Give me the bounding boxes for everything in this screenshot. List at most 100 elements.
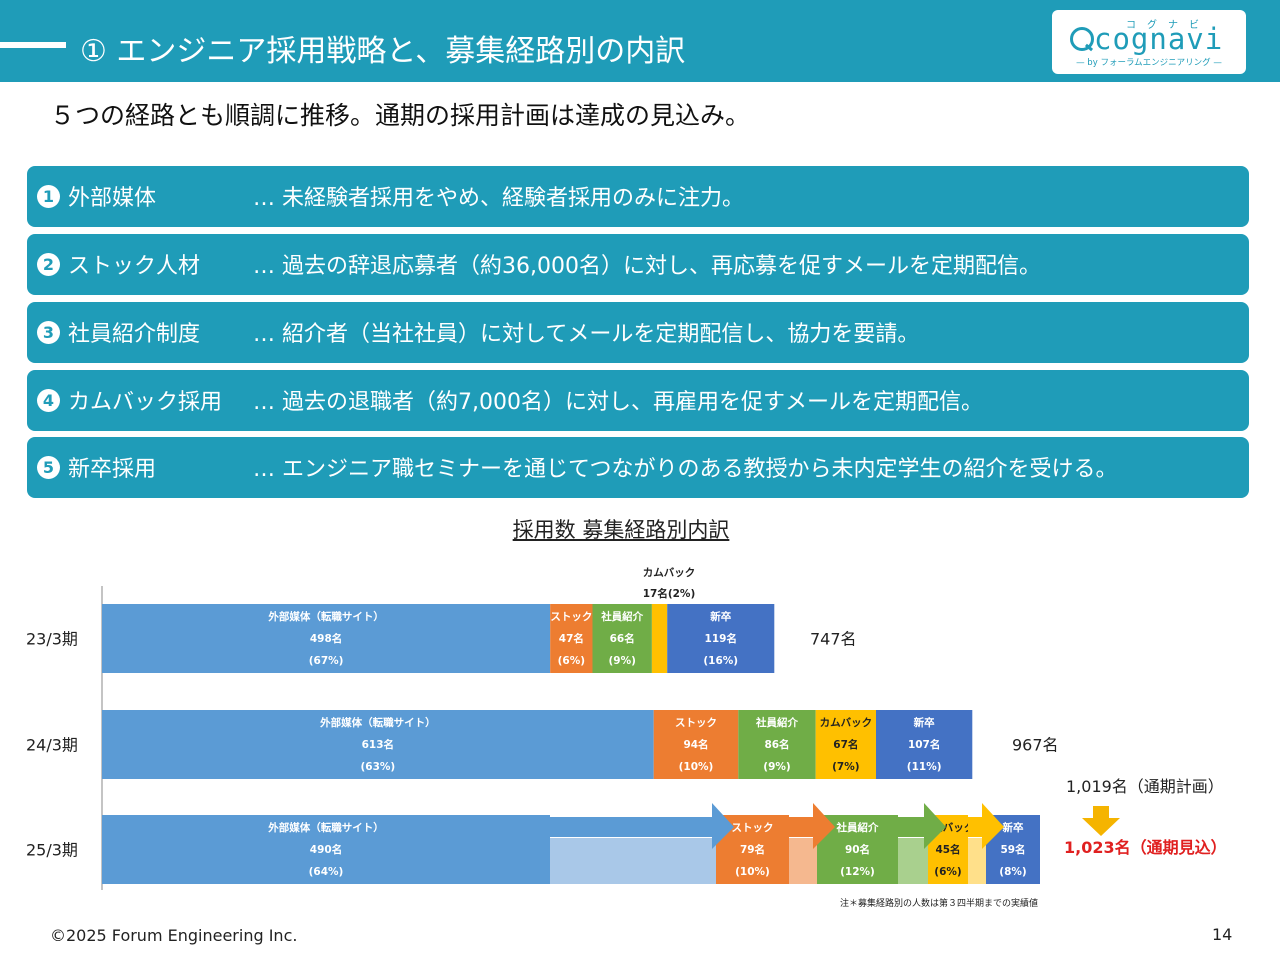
segment-percent: (63%) (360, 761, 395, 773)
segment-label: 社員紹介 (836, 821, 879, 834)
segment-value: 94名 (683, 738, 708, 751)
logo-kana: コグナビ (1126, 20, 1210, 31)
down-arrow-icon (1082, 806, 1120, 836)
bar-社員紹介 (738, 710, 816, 779)
strategy-row-employee-referral: 3 社員紹介制度 … 紹介者（当社社員）に対してメールを定期配信し、協力を要請。 (27, 302, 1249, 363)
category-label: 24/3期 (26, 736, 78, 755)
segment-percent: (12%) (840, 866, 875, 878)
strategy-row-external-media: 1 外部媒体 … 未経験者採用をやめ、経験者採用のみに注力。 (27, 166, 1249, 227)
chart-footnote: 注＊募集経路別の人数は第３四半期までの実績値 (840, 897, 1038, 909)
segment-percent: (9%) (608, 655, 635, 667)
bar-カムバック (815, 710, 876, 779)
cognavi-logo: コグナビ cognavi — by フォーラムエンジニアリング — (1052, 10, 1246, 74)
category-label: 23/3期 (26, 630, 78, 649)
strategy-row-new-graduate: 5 新卒採用 … エンジニア職セミナーを通じてつながりのある教授から未内定学生の… (27, 437, 1249, 498)
bar-社員紹介 (592, 604, 652, 673)
forecast-arrow (898, 803, 946, 849)
segment-label: ストック (675, 717, 717, 729)
segment-value: 490名 (310, 843, 342, 856)
forecast-extension-stock (789, 838, 817, 884)
page-number: 14 (1212, 925, 1233, 944)
comeback-callout-label: カムバック (643, 567, 696, 579)
number-badge: 3 (37, 321, 60, 344)
strategy-name: 外部媒体 (68, 186, 157, 211)
number-badge: 5 (37, 456, 60, 479)
forecast-arrow (550, 803, 734, 849)
segment-label: ストック (732, 822, 774, 834)
bar-ストック (550, 604, 593, 673)
plan-label: 1,019名（通期計画） (1066, 777, 1224, 796)
segment-percent: (67%) (309, 655, 344, 667)
segment-value: 79名 (740, 843, 765, 856)
strategy-row-comeback-hiring: 4 カムバック採用 … 過去の退職者（約7,000名）に対し、再雇用を促すメール… (27, 370, 1249, 431)
segment-label: 外部媒体（転職サイト） (267, 610, 384, 623)
strategy-name: 社員紹介制度 (68, 322, 201, 347)
segment-value: 498名 (310, 632, 342, 645)
segment-percent: (10%) (735, 866, 770, 878)
strategy-description: … エンジニア職セミナーを通じてつながりのある教授から未内定学生の紹介を受ける。 (253, 457, 1118, 482)
bar-外部媒体 (102, 604, 551, 673)
logo-speech-icon (1070, 27, 1094, 51)
segment-percent: (6%) (558, 655, 585, 667)
forecast-label: 1,023名（通期見込） (1064, 838, 1227, 857)
logo-tagline: — by フォーラムエンジニアリング — (1076, 58, 1222, 68)
segment-label: 新卒 (914, 716, 935, 729)
segment-label: カムバック (820, 717, 873, 729)
bar-カムバック (651, 604, 668, 673)
segment-value: 86名 (764, 738, 789, 751)
segment-value: 613名 (362, 738, 394, 751)
segment-percent: (64%) (309, 866, 344, 878)
bar-外部媒体 (102, 815, 550, 884)
total-label: 747名 (810, 630, 857, 649)
slide-subtitle: ５つの経路とも順調に推移。通期の採用計画は達成の見込み。 (50, 101, 751, 130)
segment-value: 66名 (610, 632, 635, 645)
segment-percent: (7%) (832, 761, 859, 773)
segment-value: 59名 (1000, 843, 1025, 856)
segment-label: 社員紹介 (755, 716, 798, 729)
bar-新卒 (667, 604, 775, 673)
strategy-name: 新卒採用 (68, 457, 157, 482)
segment-label: 社員紹介 (600, 610, 643, 623)
chart-title: 採用数 募集経路別内訳 (512, 518, 730, 542)
bar-外部媒体 (102, 710, 654, 779)
segment-percent: (11%) (907, 761, 942, 773)
logo-wordmark: cognavi (1094, 22, 1224, 56)
segment-label: 外部媒体（転職サイト） (267, 821, 384, 834)
total-label: 967名 (1012, 736, 1059, 755)
number-badge: 4 (37, 389, 60, 412)
header-accent-line (0, 42, 66, 48)
number-badge: 2 (37, 253, 60, 276)
page-title: ① エンジニア採用戦略と、募集経路別の内訳 (80, 34, 686, 69)
segment-value: 67名 (833, 738, 858, 751)
strategy-name: カムバック採用 (68, 390, 223, 415)
segment-value: 47名 (559, 632, 584, 645)
strategy-row-stock-talent: 2 ストック人材 … 過去の辞退応募者（約36,000名）に対し、再応募を促すメ… (27, 234, 1249, 295)
strategy-description: … 過去の辞退応募者（約36,000名）に対し、再応募を促すメールを定期配信。 (253, 254, 1041, 279)
segment-percent: (8%) (999, 866, 1026, 878)
segment-value: 90名 (845, 843, 870, 856)
segment-percent: (9%) (763, 761, 790, 773)
segment-percent: (16%) (703, 655, 738, 667)
comeback-callout-value: 17名(2%) (643, 587, 696, 600)
number-badge: 1 (37, 185, 60, 208)
forecast-extension-comeback (968, 838, 986, 884)
segment-percent: (10%) (679, 761, 714, 773)
segment-label: 新卒 (710, 610, 731, 623)
segment-value: 107名 (908, 738, 940, 751)
forecast-extension-referral (898, 838, 928, 884)
segment-label: 新卒 (1003, 821, 1024, 834)
segment-percent: (6%) (934, 866, 961, 878)
segment-label: 外部媒体（転職サイト） (319, 716, 436, 729)
header-bar: ① エンジニア採用戦略と、募集経路別の内訳 コグナビ cognavi — by … (0, 0, 1280, 82)
strategy-description: … 紹介者（当社社員）に対してメールを定期配信し、協力を要請。 (253, 322, 920, 347)
copyright: ©2025 Forum Engineering Inc. (50, 926, 298, 945)
strategy-name: ストック人材 (68, 254, 201, 279)
segment-value: 45名 (935, 843, 960, 856)
segment-label: ストック (550, 611, 592, 623)
bar-新卒 (876, 710, 973, 779)
forecast-extension-external (550, 838, 716, 884)
strategy-description: … 未経験者採用をやめ、経験者採用のみに注力。 (253, 186, 744, 211)
segment-value: 119名 (705, 632, 737, 645)
strategy-description: … 過去の退職者（約7,000名）に対し、再雇用を促すメールを定期配信。 (253, 390, 983, 415)
